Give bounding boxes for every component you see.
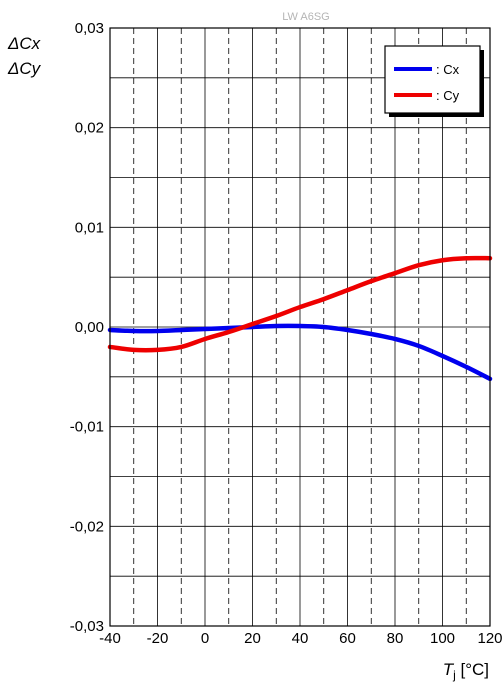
x-tick-label: 60 — [339, 630, 356, 647]
x-tick-label: 40 — [292, 630, 309, 647]
y-tick-label: 0,01 — [75, 219, 104, 236]
x-tick-label: 0 — [201, 630, 209, 647]
x-axis-label-unit: [°C] — [456, 660, 489, 679]
y-axis-label-cx: ΔCx — [7, 34, 41, 53]
y-tick-labels: -0,03 -0,02 -0,01 0,00 0,01 0,02 0,03 — [70, 20, 104, 635]
x-tick-labels: -40 -20 0 20 40 60 80 100 120 — [99, 630, 502, 647]
y-tick-label: 0,03 — [75, 20, 104, 37]
watermark: LW A6SG — [282, 11, 329, 23]
x-tick-label: 20 — [244, 630, 261, 647]
x-tick-label: 100 — [430, 630, 455, 647]
x-axis-label-symbol: T — [443, 660, 455, 679]
y-tick-label: -0,02 — [70, 518, 104, 535]
x-tick-label: 80 — [387, 630, 404, 647]
x-axis-label: Tj [°C] — [443, 660, 489, 682]
x-tick-label: -40 — [99, 630, 121, 647]
legend: : Cx : Cy — [384, 45, 484, 117]
y-axis-label-cy: ΔCy — [7, 59, 42, 78]
legend-box — [384, 45, 481, 114]
plot-frame — [109, 27, 491, 627]
y-tick-label: 0,00 — [75, 319, 104, 336]
y-tick-label: -0,03 — [70, 618, 104, 635]
y-tick-label: -0,01 — [70, 419, 104, 436]
legend-label-cy: : Cy — [436, 88, 460, 103]
series-lines — [107, 255, 493, 382]
y-tick-label: 0,02 — [75, 120, 104, 137]
x-tick-label: 120 — [477, 630, 502, 647]
x-axis-label-subscript: j — [452, 668, 456, 682]
x-tick-label: -20 — [147, 630, 169, 647]
legend-label-cx: : Cx — [436, 62, 460, 77]
series-line-cx — [107, 323, 493, 382]
series-line-cy — [107, 255, 493, 353]
